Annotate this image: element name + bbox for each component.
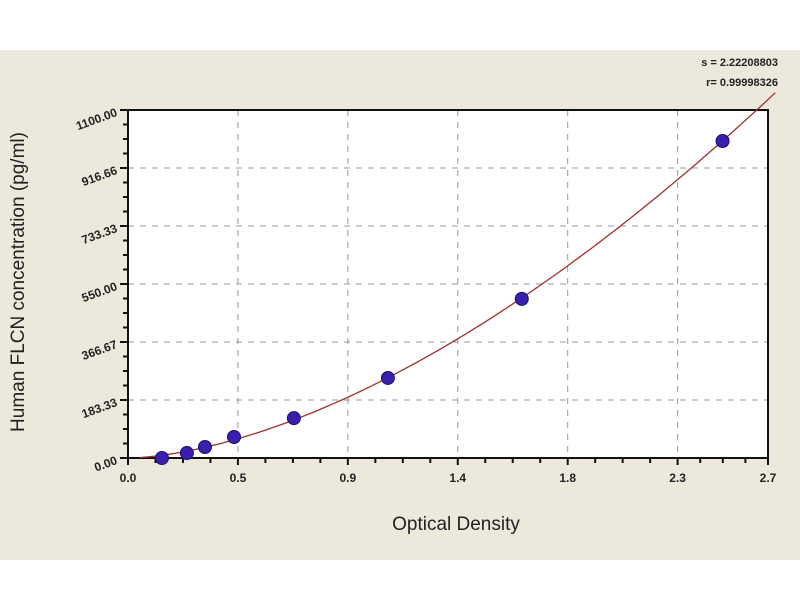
y-tick-label: 0.00 [92,453,119,474]
data-point [380,370,395,385]
y-tick-label: 550.00 [80,279,120,305]
x-axis-label: Optical Density [392,514,520,535]
annotation-r: r= 0.99998326 [706,77,778,89]
data-point [154,451,169,465]
y-tick-label: 366.67 [80,337,120,363]
x-tick-label: 1.4 [449,471,466,485]
data-point [514,291,529,306]
y-tick-label: 916.66 [80,163,120,189]
y-axis-label: Human FLCN concentration (pg/ml) [8,132,29,432]
data-point [179,446,194,461]
y-tick-label: 183.33 [80,395,120,421]
fit-curve [140,92,776,459]
x-tick-label: 0.0 [120,471,137,485]
x-tick-label: 2.7 [760,471,777,485]
x-tick-label: 1.8 [559,471,576,485]
x-tick-label: 0.9 [340,471,357,485]
data-point [227,429,242,444]
y-tick-label: 733.33 [80,221,120,247]
y-tick-label: 1100.00 [74,105,119,133]
x-tick-label: 0.5 [230,471,247,485]
data-point [286,411,301,426]
annotation-s: s = 2.22208803 [701,57,778,69]
x-tick-label: 2.3 [669,471,686,485]
data-point [715,134,730,149]
data-point [197,439,212,454]
